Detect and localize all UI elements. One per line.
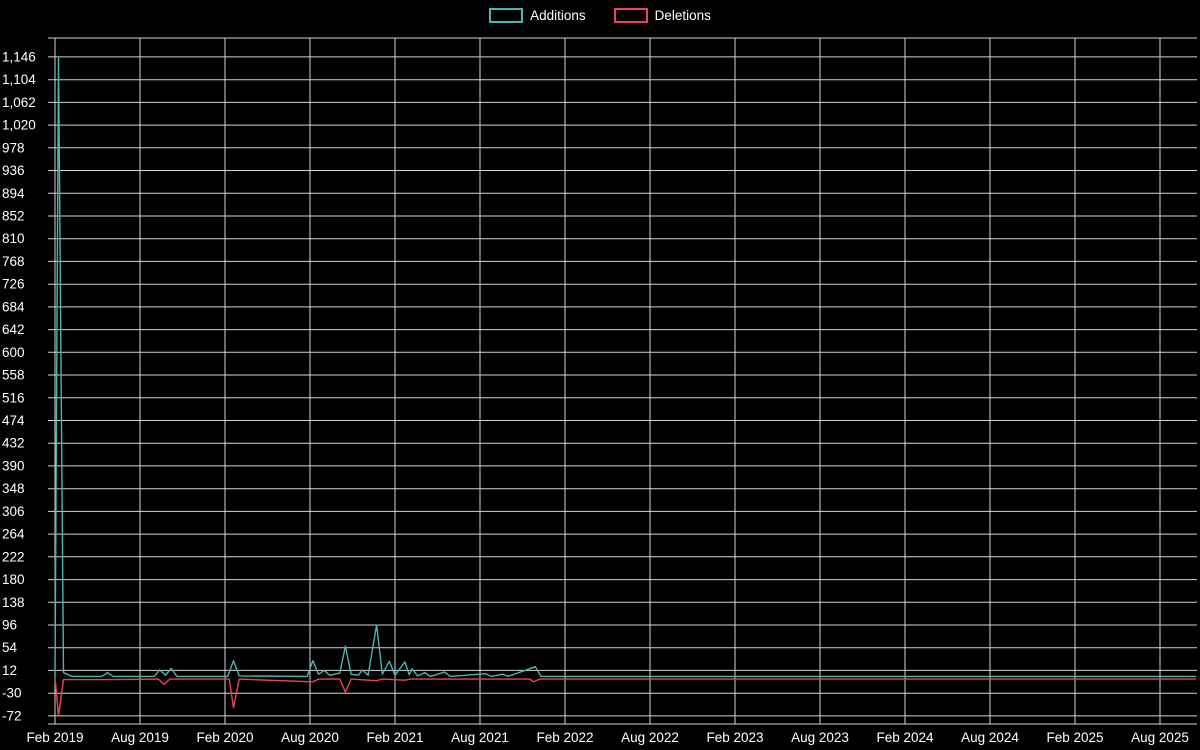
y-tick-label: 54 (2, 640, 18, 655)
y-tick-label: 222 (2, 549, 25, 564)
x-tick-label: Aug 2022 (621, 730, 679, 745)
chart-legend: Additions Deletions (0, 8, 1200, 23)
y-tick-label: 390 (2, 458, 25, 473)
x-tick-label: Aug 2025 (1131, 730, 1189, 745)
y-tick-label: 768 (2, 254, 25, 269)
y-tick-label: 474 (2, 413, 25, 428)
x-tick-label: Feb 2019 (26, 730, 83, 745)
y-tick-label: 138 (2, 595, 25, 610)
y-tick-label: -30 (2, 686, 22, 701)
x-tick-label: Aug 2020 (281, 730, 339, 745)
x-tick-label: Feb 2021 (366, 730, 423, 745)
deletions-swatch-icon (613, 8, 648, 23)
y-tick-label: 894 (2, 186, 25, 201)
y-tick-label: 1,062 (2, 95, 36, 110)
y-tick-label: 516 (2, 390, 25, 405)
legend-item-additions[interactable]: Additions (489, 8, 586, 23)
y-tick-label: 1,104 (2, 72, 36, 87)
legend-label-deletions: Deletions (654, 8, 711, 23)
x-tick-label: Feb 2024 (876, 730, 934, 745)
y-tick-label: 852 (2, 209, 25, 224)
y-tick-label: 12 (2, 663, 17, 678)
x-tick-label: Feb 2023 (706, 730, 763, 745)
y-tick-label: 180 (2, 572, 25, 587)
additions-swatch-icon (489, 8, 524, 23)
y-tick-label: 1,146 (2, 49, 36, 64)
x-tick-label: Feb 2022 (536, 730, 593, 745)
y-tick-label: 642 (2, 322, 25, 337)
y-tick-label: 684 (2, 299, 25, 314)
y-tick-label: 96 (2, 618, 17, 633)
x-tick-label: Aug 2019 (111, 730, 169, 745)
x-tick-label: Aug 2024 (961, 730, 1019, 745)
deletions-line (54, 676, 1197, 717)
y-tick-label: 1,020 (2, 118, 36, 133)
additions-line (54, 56, 1197, 678)
y-tick-label: 558 (2, 368, 25, 383)
y-tick-label: 432 (2, 436, 25, 451)
y-tick-label: 264 (2, 527, 25, 542)
x-tick-label: Aug 2023 (791, 730, 849, 745)
legend-label-additions: Additions (530, 8, 586, 23)
x-tick-label: Aug 2021 (451, 730, 509, 745)
y-tick-label: 348 (2, 481, 25, 496)
y-tick-label: 726 (2, 277, 25, 292)
y-tick-label: 936 (2, 163, 25, 178)
y-tick-label: 978 (2, 140, 25, 155)
x-tick-label: Feb 2025 (1046, 730, 1103, 745)
y-tick-label: 810 (2, 231, 25, 246)
x-tick-label: Feb 2020 (196, 730, 253, 745)
y-tick-label: 600 (2, 345, 25, 360)
legend-item-deletions[interactable]: Deletions (613, 8, 711, 23)
y-tick-label: 306 (2, 504, 25, 519)
y-tick-label: -72 (2, 708, 22, 723)
